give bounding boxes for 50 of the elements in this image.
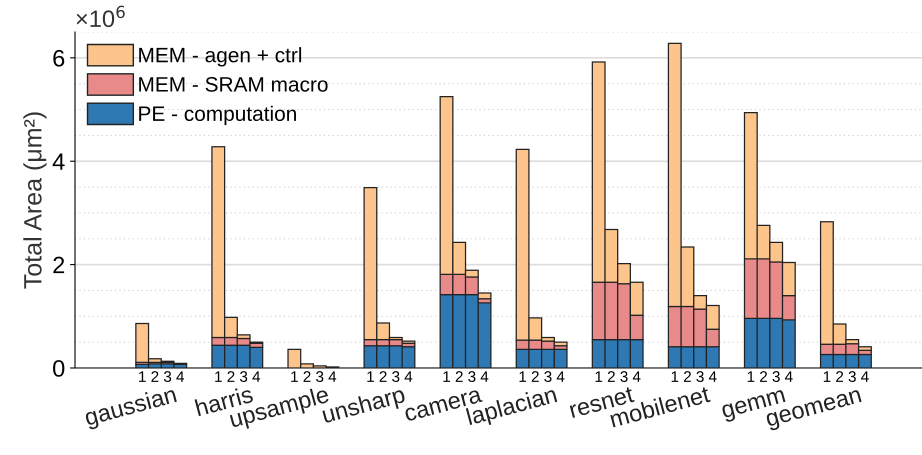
- x-tick-label: 3: [772, 371, 780, 382]
- x-tick-label: 1: [215, 371, 222, 382]
- x-tick-label: 3: [240, 371, 248, 382]
- x-tick-label: 4: [861, 371, 869, 382]
- x-tick-label: 3: [848, 371, 856, 382]
- x-tick-label: 2: [227, 371, 234, 382]
- x-tick-label: 2: [532, 371, 539, 382]
- x-tick-label: 3: [164, 371, 172, 382]
- x-tick-label: 4: [404, 371, 412, 382]
- x-tick-label: 4: [480, 371, 488, 382]
- legend-label: MEM - agen + ctrl: [139, 47, 302, 67]
- x-tick-label: 3: [620, 371, 628, 382]
- x-tick-label: 3: [316, 371, 324, 382]
- x-tick-label: 4: [632, 371, 641, 382]
- x-tick-label: 4: [252, 371, 260, 382]
- x-tick-label: 4: [784, 371, 793, 382]
- x-tick-label: 4: [556, 371, 564, 382]
- x-tick-label: 1: [748, 371, 754, 382]
- x-tick-label: 3: [544, 371, 552, 382]
- y-tick-label: 4: [52, 154, 65, 170]
- legend-label: PE - computation: [139, 106, 296, 126]
- text: ×10$^{6}$: [76, 6, 125, 28]
- x-tick-label: 2: [608, 371, 615, 382]
- x-tick-label: 2: [380, 371, 387, 382]
- x-tick-label: 3: [392, 371, 400, 382]
- x-tick-label: 1: [824, 371, 830, 382]
- x-tick-label: 2: [151, 371, 158, 382]
- x-tick-label: 4: [708, 371, 717, 382]
- x-tick-label: 1: [596, 371, 602, 382]
- y-tick-label: 0: [53, 360, 64, 377]
- x-tick-label: 2: [760, 371, 767, 382]
- x-tick-label: 1: [520, 371, 526, 382]
- y-tick-label: 2: [53, 256, 64, 274]
- x-tick-label: 2: [684, 371, 691, 382]
- y-tick-label: 6: [53, 50, 64, 67]
- legend-label: MEM - SRAM macro: [139, 76, 328, 92]
- y-axis-title: Total Area (μm²): [23, 112, 47, 289]
- x-tick-label: 1: [443, 371, 450, 382]
- x-tick-label: 2: [836, 371, 844, 382]
- text: gaussian: [84, 385, 178, 430]
- x-tick-label: 2: [304, 371, 311, 382]
- x-tick-label: 3: [696, 371, 704, 382]
- x-tick-label: 1: [367, 371, 374, 382]
- x-tick-label: 1: [672, 371, 678, 382]
- x-tick-label: 1: [139, 371, 146, 382]
- x-tick-label: 4: [176, 371, 184, 382]
- x-tick-label: 2: [456, 371, 463, 382]
- x-tick-label: 1: [291, 371, 298, 382]
- x-tick-label: 3: [468, 371, 476, 382]
- x-tick-label: 4: [328, 371, 336, 382]
